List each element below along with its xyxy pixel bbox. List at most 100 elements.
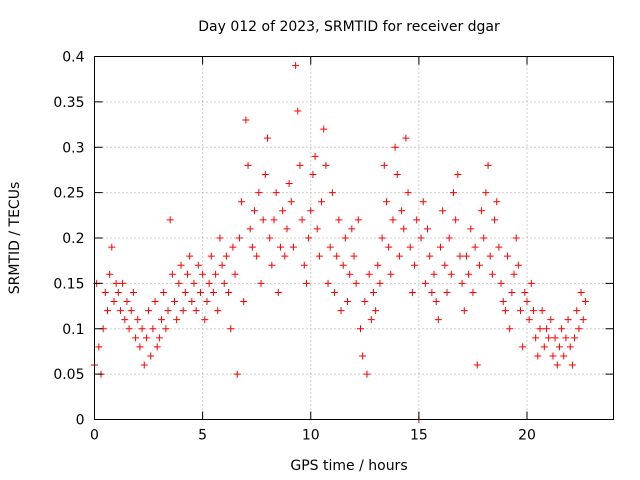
data-point <box>129 288 137 296</box>
data-point <box>452 216 460 224</box>
data-point <box>473 361 481 369</box>
data-point <box>209 288 217 296</box>
y-tick-label: 0.15 <box>53 276 84 292</box>
data-point <box>404 189 412 197</box>
data-point <box>372 307 380 315</box>
data-point <box>374 261 382 269</box>
data-point <box>279 207 287 215</box>
chart-title: Day 012 of 2023, SRMTID for receiver dga… <box>198 19 500 35</box>
data-point <box>346 270 354 278</box>
data-point <box>171 298 179 306</box>
data-point <box>218 261 226 269</box>
data-point <box>488 270 496 278</box>
data-point <box>579 316 587 324</box>
data-point <box>491 216 499 224</box>
data-point <box>361 298 369 306</box>
x-tick-label: 10 <box>302 428 320 444</box>
data-point <box>508 288 516 296</box>
data-point <box>246 225 254 233</box>
data-point <box>142 334 150 342</box>
data-point <box>151 298 159 306</box>
data-point <box>216 234 224 242</box>
data-point <box>179 307 187 315</box>
data-point <box>564 316 572 324</box>
data-point <box>486 252 494 260</box>
data-point <box>328 189 336 197</box>
data-point <box>417 234 425 242</box>
data-point <box>523 298 531 306</box>
data-point <box>294 107 302 115</box>
axis-ticks: 0 0.05 0.1 0.15 0.2 0.25 0.3 0.35 0.4 0 5 10 15 20 <box>53 50 614 444</box>
data-point <box>272 189 280 197</box>
data-point <box>244 161 252 169</box>
data-point <box>158 316 166 324</box>
data-point <box>478 207 486 215</box>
data-point <box>127 307 135 315</box>
data-point <box>406 243 414 251</box>
data-point <box>354 216 362 224</box>
data-point <box>164 307 172 315</box>
data-point <box>339 261 347 269</box>
data-point <box>192 307 200 315</box>
data-point <box>380 161 388 169</box>
grid <box>94 56 614 420</box>
y-tick-label: 0.3 <box>62 140 84 156</box>
data-point <box>333 252 341 260</box>
y-tick-label: 0.35 <box>53 95 84 111</box>
data-point <box>566 343 574 351</box>
data-point <box>510 270 518 278</box>
data-point <box>257 279 265 287</box>
data-point <box>149 325 157 333</box>
data-point <box>421 279 429 287</box>
data-point <box>514 261 522 269</box>
data-point <box>114 288 122 296</box>
data-point <box>547 316 555 324</box>
data-point <box>285 180 293 188</box>
data-point <box>322 161 330 169</box>
data-point <box>181 288 189 296</box>
data-point <box>337 307 345 315</box>
data-point <box>365 270 373 278</box>
data-point <box>465 270 473 278</box>
data-point <box>300 261 308 269</box>
data-point <box>324 279 332 287</box>
data-point <box>281 252 289 260</box>
data-point <box>175 279 183 287</box>
data-point <box>469 288 477 296</box>
data-point <box>231 270 239 278</box>
data-point <box>482 189 490 197</box>
data-point <box>264 134 271 142</box>
data-point <box>437 243 444 251</box>
data-point <box>519 343 527 351</box>
data-point <box>298 216 306 224</box>
data-point <box>318 198 326 206</box>
data-point <box>553 361 561 369</box>
data-point <box>549 352 557 360</box>
data-point <box>456 252 464 260</box>
data-point <box>212 270 220 278</box>
data-point <box>441 261 449 269</box>
data-point <box>443 288 451 296</box>
data-point <box>389 216 397 224</box>
data-point <box>568 361 576 369</box>
data-point <box>95 343 103 351</box>
data-point <box>540 343 548 351</box>
data-point <box>480 234 488 242</box>
data-point <box>242 116 250 124</box>
data-point <box>313 225 321 233</box>
data-point <box>289 243 297 251</box>
data-point <box>201 316 209 324</box>
data-point <box>562 334 570 342</box>
data-point <box>555 343 563 351</box>
data-point <box>376 279 384 287</box>
data-point <box>140 361 148 369</box>
data-point <box>350 252 358 260</box>
data-point <box>359 352 367 360</box>
y-tick-label: 0.1 <box>62 322 84 338</box>
data-point <box>400 225 408 233</box>
data-point <box>538 307 546 315</box>
data-point <box>521 288 529 296</box>
data-point <box>253 252 261 260</box>
data-point <box>315 252 323 260</box>
data-point <box>307 207 315 215</box>
